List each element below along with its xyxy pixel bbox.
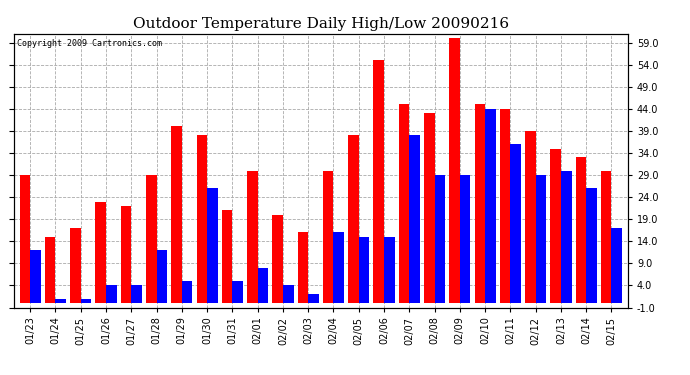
Bar: [601, 171, 611, 303]
Bar: [359, 237, 369, 303]
Bar: [373, 60, 384, 303]
Bar: [283, 285, 293, 303]
Bar: [45, 237, 55, 303]
Bar: [561, 171, 571, 303]
Bar: [157, 250, 167, 303]
Bar: [500, 109, 511, 303]
Bar: [182, 281, 193, 303]
Bar: [247, 171, 257, 303]
Bar: [323, 171, 333, 303]
Bar: [55, 298, 66, 303]
Bar: [575, 158, 586, 303]
Bar: [81, 298, 91, 303]
Bar: [308, 294, 319, 303]
Bar: [525, 131, 535, 303]
Bar: [257, 268, 268, 303]
Bar: [348, 135, 359, 303]
Bar: [460, 175, 471, 303]
Bar: [197, 135, 207, 303]
Bar: [409, 135, 420, 303]
Bar: [131, 285, 142, 303]
Bar: [30, 250, 41, 303]
Bar: [384, 237, 395, 303]
Bar: [475, 104, 485, 303]
Bar: [297, 232, 308, 303]
Bar: [449, 38, 460, 303]
Bar: [233, 281, 243, 303]
Bar: [273, 215, 283, 303]
Bar: [551, 148, 561, 303]
Bar: [221, 210, 233, 303]
Bar: [611, 228, 622, 303]
Bar: [207, 188, 218, 303]
Bar: [435, 175, 445, 303]
Bar: [511, 144, 521, 303]
Bar: [70, 228, 81, 303]
Bar: [485, 109, 495, 303]
Bar: [19, 175, 30, 303]
Bar: [535, 175, 546, 303]
Title: Outdoor Temperature Daily High/Low 20090216: Outdoor Temperature Daily High/Low 20090…: [132, 17, 509, 31]
Bar: [333, 232, 344, 303]
Bar: [121, 206, 131, 303]
Bar: [586, 188, 597, 303]
Bar: [424, 113, 435, 303]
Bar: [106, 285, 117, 303]
Bar: [146, 175, 157, 303]
Bar: [171, 126, 182, 303]
Bar: [399, 104, 409, 303]
Text: Copyright 2009 Cartronics.com: Copyright 2009 Cartronics.com: [17, 39, 162, 48]
Bar: [95, 201, 106, 303]
